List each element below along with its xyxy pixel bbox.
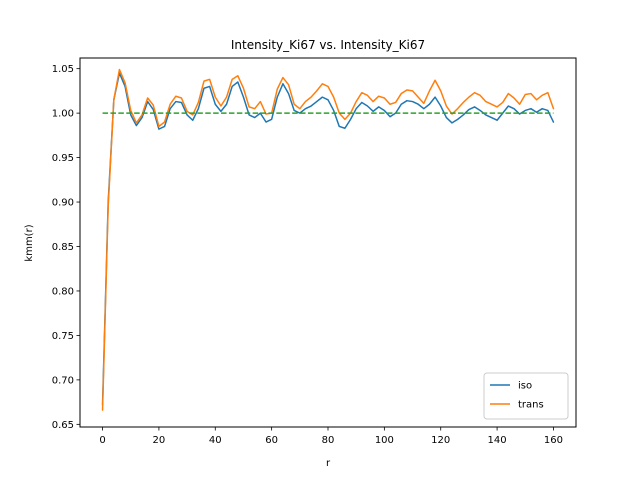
legend-label-iso: iso xyxy=(518,381,532,392)
x-tick-label: 140 xyxy=(488,435,507,446)
y-tick-label: 1.05 xyxy=(52,64,74,75)
y-axis-ticks: 0.65 0.70 0.75 0.80 0.85 0.90 0.95 1.00 1.05 xyxy=(52,64,80,431)
x-tick-label: 100 xyxy=(375,435,394,446)
y-axis-label: kmm(r) xyxy=(24,224,35,261)
series-line-iso xyxy=(101,72,555,406)
plot-area xyxy=(101,68,555,411)
x-tick-label: 120 xyxy=(431,435,450,446)
x-tick-label: 80 xyxy=(322,435,335,446)
x-tick-label: 160 xyxy=(544,435,563,446)
x-tick-label: 40 xyxy=(209,435,222,446)
chart-title: Intensity_Ki67 vs. Intensity_Ki67 xyxy=(231,38,425,52)
plot-frame xyxy=(79,57,577,428)
legend-label-trans: trans xyxy=(518,400,544,411)
y-tick-label: 0.65 xyxy=(52,420,74,431)
y-tick-label: 0.90 xyxy=(52,198,74,209)
series-line-trans xyxy=(101,68,555,411)
x-tick-label: 20 xyxy=(153,435,166,446)
x-tick-label: 0 xyxy=(99,435,105,446)
x-axis-label: r xyxy=(326,458,331,469)
y-tick-label: 0.70 xyxy=(52,375,74,386)
y-tick-label: 0.95 xyxy=(52,153,74,164)
x-axis-ticks: 0 20 40 60 80 100 120 140 160 xyxy=(99,427,563,446)
y-tick-label: 0.85 xyxy=(52,242,74,253)
legend[interactable]: iso trans xyxy=(483,372,569,420)
y-tick-label: 0.80 xyxy=(52,286,74,297)
y-tick-label: 0.75 xyxy=(52,331,74,342)
y-tick-label: 1.00 xyxy=(52,109,74,120)
x-tick-label: 60 xyxy=(265,435,278,446)
